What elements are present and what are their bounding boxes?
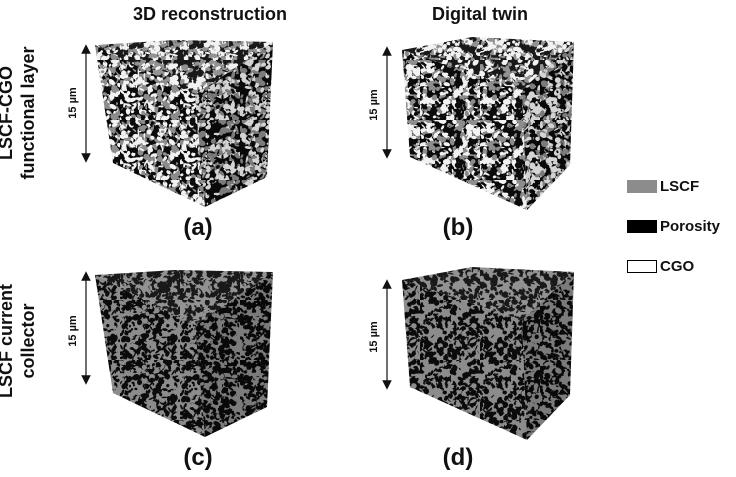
- cube-top-highlight: [95, 40, 273, 95]
- panel-letter-a: (a): [183, 214, 213, 241]
- cube-a: [95, 40, 273, 207]
- cube-side-face: [522, 272, 574, 440]
- legend-label-cgo: CGO: [660, 258, 695, 275]
- cube-side-shade: [195, 42, 273, 207]
- cube-top-face: [402, 267, 574, 320]
- cube-side-face: [522, 42, 574, 210]
- panel-letter-c: (c): [183, 444, 213, 471]
- cube-side-shade: [522, 42, 574, 210]
- panel-letter-b: (b): [442, 214, 474, 241]
- legend-swatch-cgo: [627, 260, 657, 273]
- cube-front-face: [402, 280, 527, 440]
- cube-top-face: [402, 37, 574, 90]
- legend-swatch-lscf: [627, 180, 657, 193]
- column-title-reconstruction: 3D reconstruction: [132, 4, 288, 24]
- scale-bar-b: 15 µm: [368, 46, 392, 159]
- cube-top-face: [95, 40, 273, 95]
- scale-label: 15 µm: [368, 321, 380, 353]
- cube-side-face: [195, 272, 273, 437]
- scale-bar-c: 15 µm: [67, 271, 91, 385]
- scale-bar-a: 15 µm: [67, 44, 91, 163]
- cube-top-highlight: [402, 267, 574, 320]
- cube-front-face: [402, 50, 527, 210]
- cube-b: [402, 37, 574, 210]
- scale-label: 15 µm: [67, 87, 79, 119]
- cube-d: [402, 267, 574, 440]
- cube-front-face: [95, 275, 205, 437]
- cube-c: [95, 270, 273, 437]
- cube-top-highlight: [95, 270, 273, 325]
- panel-letter-d: (d): [442, 444, 474, 471]
- column-title-digital-twin: Digital twin: [432, 4, 528, 24]
- cube-top-face: [95, 270, 273, 325]
- cube-side-shade: [522, 272, 574, 440]
- legend-swatch-porosity: [627, 220, 657, 233]
- scale-label: 15 µm: [67, 315, 79, 347]
- cube-side-face: [195, 42, 273, 207]
- scale-bar-d: 15 µm: [368, 279, 392, 390]
- scale-label: 15 µm: [368, 89, 380, 121]
- cube-side-shade: [195, 272, 273, 437]
- legend-label-lscf: LSCF: [660, 178, 700, 195]
- legend-label-porosity: Porosity: [660, 218, 721, 235]
- cube-front-face: [95, 45, 205, 207]
- cube-top-highlight: [402, 37, 574, 90]
